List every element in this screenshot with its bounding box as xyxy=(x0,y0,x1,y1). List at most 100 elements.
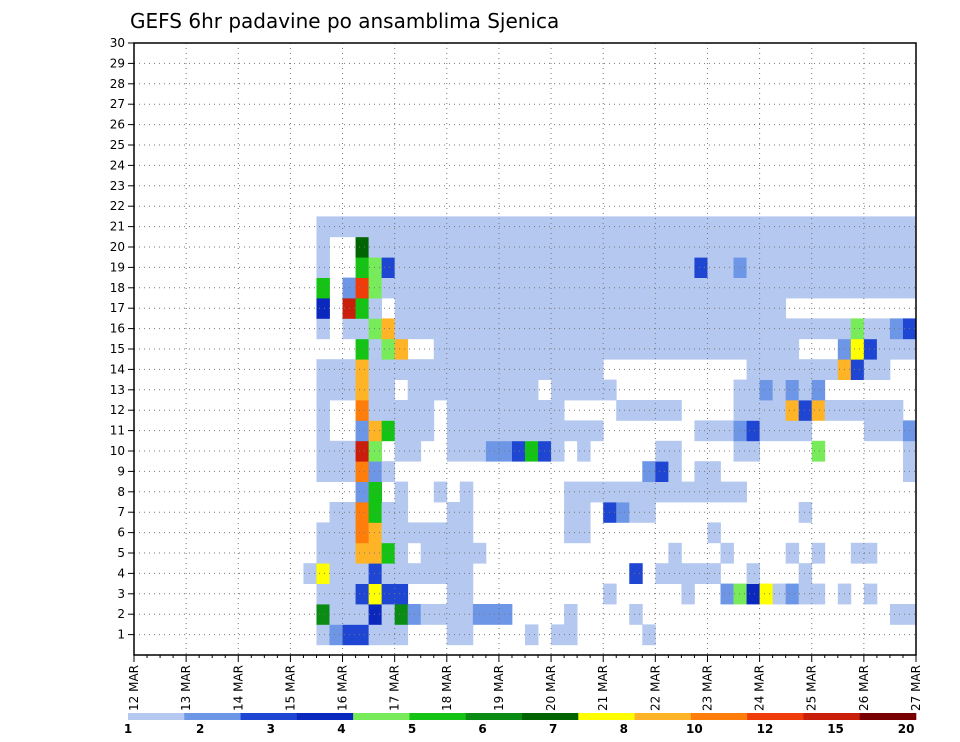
heatmap-cell xyxy=(850,236,865,258)
heatmap-cell xyxy=(629,236,643,258)
y-tick-label: 28 xyxy=(110,77,125,91)
x-tick-label: 13 MAR xyxy=(179,665,193,711)
heatmap-cell xyxy=(668,461,682,482)
heatmap-cell xyxy=(616,298,630,319)
heatmap-cell xyxy=(616,318,630,340)
heatmap-cell xyxy=(485,277,500,299)
heatmap-cell xyxy=(394,298,409,319)
heatmap-cell xyxy=(746,359,760,380)
heatmap-cell xyxy=(785,583,800,605)
heatmap-cell xyxy=(577,502,591,523)
heatmap-cell xyxy=(420,257,435,278)
heatmap-cell xyxy=(564,481,578,503)
heatmap-cell xyxy=(329,542,343,564)
heatmap-cell xyxy=(850,277,865,299)
heatmap-cell xyxy=(668,440,682,462)
heatmap-cell xyxy=(525,400,539,421)
heatmap-cell xyxy=(746,583,760,605)
heatmap-cell xyxy=(720,542,734,564)
heatmap-cell xyxy=(694,318,708,340)
heatmap-cell xyxy=(459,583,474,605)
heatmap-cell xyxy=(355,522,369,544)
legend-swatch xyxy=(859,713,917,720)
heatmap-cell xyxy=(511,318,526,340)
x-tick-label: 22 MAR xyxy=(648,665,662,711)
heatmap-cell xyxy=(511,257,526,278)
heatmap-cell xyxy=(446,400,461,421)
heatmap-cell xyxy=(811,400,826,421)
heatmap-cell xyxy=(811,277,826,299)
heatmap-cell xyxy=(355,277,369,299)
heatmap-cell xyxy=(629,502,643,523)
heatmap-cell xyxy=(459,338,474,360)
heatmap-cell xyxy=(863,318,878,340)
heatmap-cell xyxy=(433,236,448,258)
heatmap-cell xyxy=(381,236,396,258)
heatmap-cell xyxy=(746,298,760,319)
heatmap-cell xyxy=(394,440,409,462)
legend-swatch xyxy=(634,713,692,720)
heatmap-cell xyxy=(355,440,369,462)
color-legend: 1 2 3 4 5 6 7 8 10 12 15 20 xyxy=(124,713,917,736)
heatmap-cell xyxy=(733,583,747,605)
heatmap-cell xyxy=(785,216,800,238)
heatmap-cell xyxy=(811,359,826,380)
heatmap-cell xyxy=(694,236,708,258)
heatmap-cell xyxy=(316,624,330,646)
heatmap-cell xyxy=(889,400,904,421)
heatmap-cell xyxy=(381,277,396,299)
y-tick-label: 7 xyxy=(117,505,125,519)
heatmap-cell xyxy=(889,236,904,258)
legend-label: 3 xyxy=(267,722,275,736)
heatmap-cell xyxy=(590,277,604,299)
heatmap-cell xyxy=(525,624,539,646)
legend-label: 8 xyxy=(620,722,628,736)
heatmap-cell xyxy=(733,298,747,319)
heatmap-cell xyxy=(355,604,369,625)
heatmap-cell xyxy=(329,359,343,380)
heatmap-cell xyxy=(720,277,734,299)
heatmap-cell xyxy=(394,277,409,299)
heatmap-cell xyxy=(433,379,448,401)
heatmap-cell xyxy=(590,257,604,278)
heatmap-cell xyxy=(459,216,474,238)
heatmap-cell xyxy=(355,338,369,360)
heatmap-cell xyxy=(511,277,526,299)
heatmap-cell xyxy=(681,583,695,605)
heatmap-cell xyxy=(668,298,682,319)
heatmap-cell xyxy=(433,277,448,299)
heatmap-cell xyxy=(668,216,682,238)
heatmap-cell xyxy=(394,542,409,564)
x-tick-label: 15 MAR xyxy=(283,665,297,711)
heatmap-cell xyxy=(525,216,539,238)
heatmap-cell xyxy=(811,236,826,258)
heatmap-cell xyxy=(368,624,383,646)
x-tick-label: 23 MAR xyxy=(700,665,714,711)
heatmap-cell xyxy=(381,583,396,605)
heatmap-cell xyxy=(811,379,826,401)
heatmap-cell xyxy=(433,298,448,319)
heatmap-cell xyxy=(681,277,695,299)
y-tick-label: 25 xyxy=(110,138,125,152)
heatmap-cell xyxy=(420,318,435,340)
heatmap-cell xyxy=(629,563,643,584)
heatmap-cell xyxy=(733,420,747,442)
heatmap-cell xyxy=(303,563,317,584)
heatmap-cell xyxy=(590,318,604,340)
heatmap-cell xyxy=(420,379,435,401)
legend-swatch xyxy=(465,713,523,720)
heatmap-cells xyxy=(303,216,917,646)
heatmap-cell xyxy=(577,522,591,544)
heatmap-cell xyxy=(316,583,330,605)
legend-swatch xyxy=(296,713,354,720)
y-tick-label: 11 xyxy=(110,424,125,438)
heatmap-cell xyxy=(368,277,383,299)
heatmap-cell xyxy=(785,400,800,421)
heatmap-cell xyxy=(590,379,604,401)
legend-swatch xyxy=(353,713,410,720)
heatmap-cell xyxy=(381,522,396,544)
heatmap-cell xyxy=(759,338,774,360)
heatmap-cell xyxy=(681,338,695,360)
heatmap-cell xyxy=(316,522,330,544)
heatmap-cell xyxy=(655,400,669,421)
